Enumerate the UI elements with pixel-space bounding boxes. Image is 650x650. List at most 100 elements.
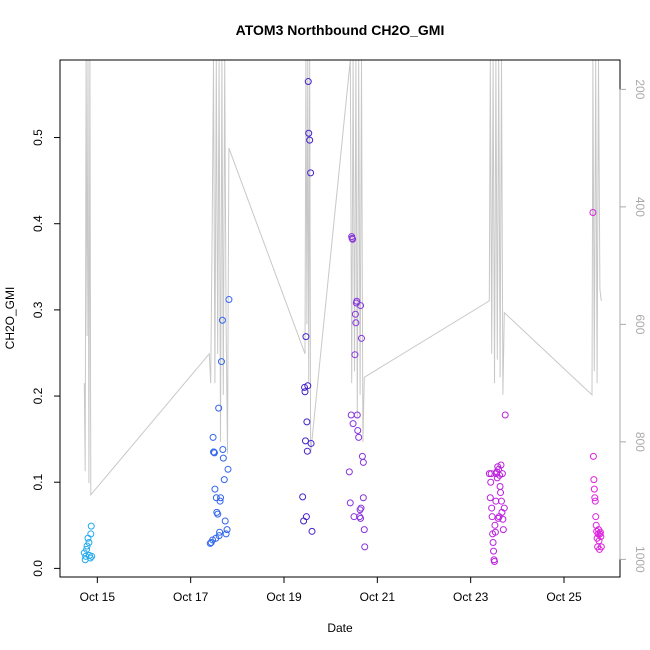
data-point [215, 404, 223, 412]
secondary-y-axis: 200 400 600 800 1000 [619, 79, 647, 573]
data-point [497, 489, 505, 497]
data-point [360, 526, 368, 534]
data-point [589, 452, 597, 460]
data-point [357, 504, 365, 512]
data-point [219, 454, 227, 462]
data-point [303, 418, 311, 426]
data-point [306, 136, 314, 144]
data-point [206, 539, 214, 547]
data-point [351, 310, 359, 318]
data-point [357, 302, 365, 310]
data-point [497, 461, 505, 469]
data-point [218, 316, 226, 324]
data-point [83, 545, 91, 553]
data-point [300, 517, 308, 525]
data-point [589, 209, 597, 217]
y-tick-label: 0.1 [31, 474, 45, 491]
data-point [501, 411, 509, 419]
x-tick-label: Oct 23 [453, 590, 489, 604]
data-point [490, 557, 498, 565]
data-point [308, 527, 316, 535]
data-point [216, 497, 224, 505]
data-point [487, 478, 495, 486]
secondary-tick-label: 600 [633, 314, 647, 334]
data-point [357, 334, 365, 342]
data-point [592, 513, 600, 521]
data-point [352, 319, 360, 327]
data-point [361, 543, 369, 551]
y-tick-label: 0.4 [31, 215, 45, 232]
data-point [358, 452, 366, 460]
x-tick-label: Oct 17 [173, 590, 209, 604]
data-point [345, 468, 353, 476]
data-point [595, 537, 603, 545]
y-axis-label: CH2O_GMI [3, 287, 17, 350]
data-point [353, 411, 361, 419]
data-point [490, 547, 498, 555]
data-point [488, 513, 496, 521]
data-point [216, 528, 224, 536]
data-point [346, 499, 354, 507]
data-point [88, 552, 96, 560]
data-point [357, 514, 365, 522]
data-point [209, 536, 217, 544]
data-point [351, 351, 359, 359]
data-point [209, 433, 217, 441]
data-point [301, 388, 309, 396]
data-point [488, 504, 496, 512]
data-point [304, 78, 312, 86]
data-point [302, 333, 310, 341]
data-point [355, 433, 363, 441]
data-point [354, 427, 362, 435]
data-point [84, 534, 92, 542]
data-points [80, 78, 605, 565]
y-tick-label: 0.3 [31, 301, 45, 318]
data-point [211, 485, 219, 493]
pressure-trace [83, 59, 602, 497]
data-point [497, 497, 505, 505]
data-point [303, 447, 311, 455]
data-point [499, 515, 507, 523]
data-point [491, 521, 499, 529]
data-point [220, 476, 228, 484]
x-tick-label: Oct 15 [80, 590, 116, 604]
data-point [491, 528, 499, 536]
x-axis: Oct 15 Oct 17 Oct 19 Oct 21 Oct 23 Oct 25 [80, 576, 582, 604]
data-point [299, 493, 307, 501]
data-point [307, 439, 315, 447]
data-point [347, 411, 355, 419]
data-point [359, 494, 367, 502]
data-point [222, 530, 230, 538]
y-axis: 0.0 0.1 0.2 0.3 0.4 0.5 [31, 129, 61, 577]
chart-title: ATOM3 Northbound CH2O_GMI [236, 22, 445, 38]
data-point [349, 235, 357, 243]
data-point [85, 539, 93, 547]
data-point [353, 297, 361, 305]
x-tick-label: Oct 21 [360, 590, 396, 604]
secondary-tick-label: 400 [633, 197, 647, 217]
data-point [359, 458, 367, 466]
data-point [215, 532, 223, 540]
data-point [597, 543, 605, 551]
pressure-lines [83, 59, 602, 497]
data-point [214, 510, 222, 518]
data-point [225, 296, 233, 304]
data-point [590, 476, 598, 484]
data-point [210, 449, 218, 457]
x-tick-label: Oct 19 [266, 590, 302, 604]
data-point [212, 494, 220, 502]
secondary-tick-label: 200 [633, 79, 647, 99]
data-point [83, 542, 91, 550]
plot-frame [59, 59, 621, 578]
data-point [217, 494, 225, 502]
data-point [500, 504, 508, 512]
data-point [498, 470, 506, 478]
secondary-tick-label: 1000 [633, 546, 647, 573]
data-point [591, 497, 599, 505]
data-point [219, 445, 227, 453]
data-point [597, 533, 605, 541]
y-tick-label: 0.0 [31, 560, 45, 577]
data-point [489, 539, 497, 547]
data-point [349, 420, 357, 428]
